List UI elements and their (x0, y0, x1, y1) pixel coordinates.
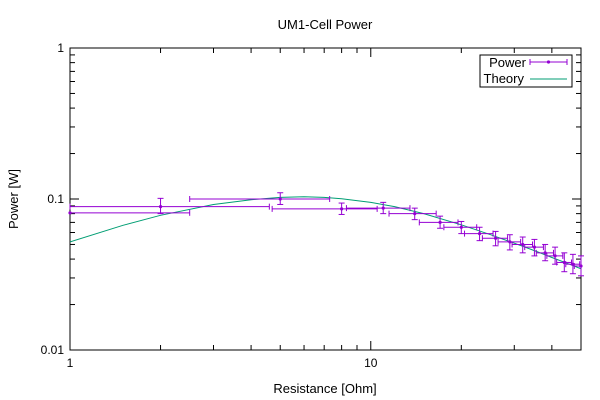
data-point-power (546, 246, 564, 265)
y-tick-label: 0.01 (41, 343, 65, 357)
legend-sample-marker (546, 60, 551, 64)
x-axis-label: Resistance [Ohm] (273, 381, 376, 396)
data-point-power (271, 202, 378, 215)
power-marker (340, 207, 344, 211)
data-point-power (535, 243, 554, 262)
power-marker (278, 197, 282, 201)
legend-label-theory: Theory (484, 71, 525, 86)
data-point-power (524, 238, 544, 257)
power-marker (543, 251, 547, 255)
x-tick-label: 1 (67, 356, 74, 370)
power-marker (532, 245, 537, 249)
legend-box (479, 54, 573, 88)
legend-label-power: Power (489, 55, 527, 70)
power-marker (571, 262, 575, 266)
chart-title: UM1-Cell Power (278, 17, 373, 32)
data-point-power (388, 207, 437, 221)
data-point-power (511, 236, 534, 254)
data-point-power (573, 255, 584, 277)
power-marker (521, 242, 525, 247)
power-marker (68, 211, 72, 215)
data-point-power (556, 252, 573, 273)
data-point-power (464, 226, 494, 242)
power-marker (508, 240, 512, 244)
x-tick-label: 10 (364, 356, 378, 370)
power-marker (477, 232, 482, 236)
data-point-power (345, 201, 411, 215)
power-marker (413, 212, 417, 216)
data-point-power (443, 220, 478, 235)
data-point-power (481, 230, 509, 247)
data-point-power (418, 215, 459, 229)
y-tick-label: 1 (57, 41, 64, 55)
power-marker (381, 206, 385, 210)
theory-curve (70, 196, 581, 270)
power-marker (579, 264, 583, 268)
y-axis-label: Power [W] (6, 169, 21, 229)
power-marker (459, 225, 463, 229)
data-point-power (69, 197, 270, 215)
y-tick-label: 0.1 (47, 192, 64, 206)
data-point-power (68, 209, 191, 216)
power-marker (493, 236, 498, 240)
power-marker (562, 260, 566, 265)
power-marker (438, 220, 442, 224)
data-point-power (189, 192, 331, 205)
power-marker (158, 205, 163, 209)
data-point-power (497, 234, 522, 251)
legend-sample-power (529, 59, 568, 65)
power-marker (553, 254, 557, 258)
legend: Power Theory (479, 54, 573, 88)
data-point-power (565, 253, 581, 275)
plot-area: 1 10 0.01 0.1 1 (41, 41, 584, 370)
